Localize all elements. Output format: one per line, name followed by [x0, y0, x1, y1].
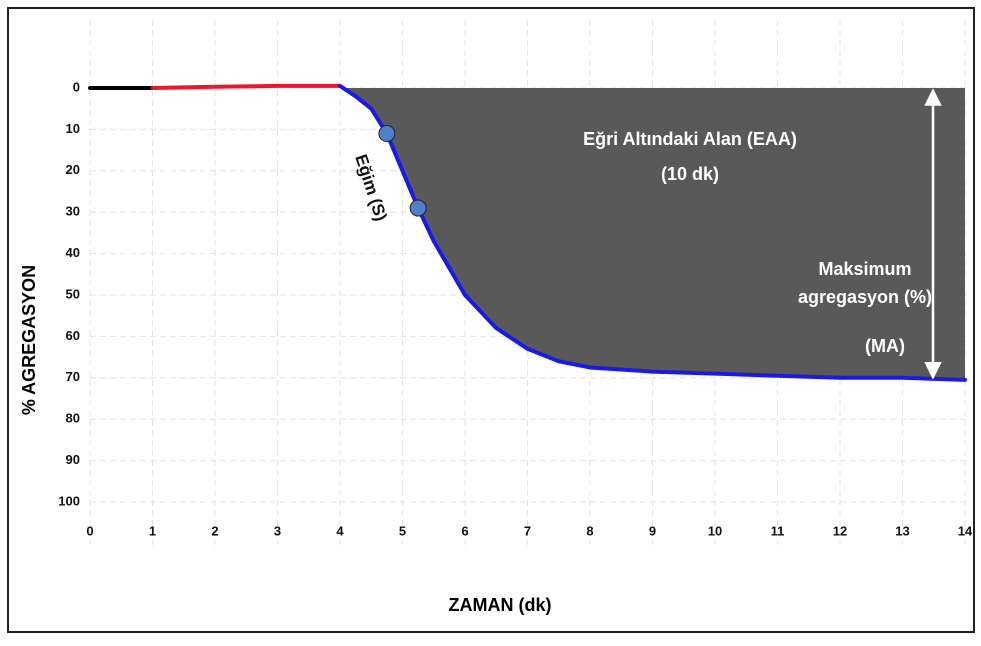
y-tick-label: 100 — [58, 493, 80, 508]
x-axis-label: ZAMAN (dk) — [449, 595, 552, 615]
annotation: (10 dk) — [661, 164, 719, 184]
y-tick-label: 60 — [66, 328, 80, 343]
y-tick-label: 10 — [66, 121, 80, 136]
x-tick-label: 14 — [958, 523, 973, 538]
y-tick-label: 40 — [66, 245, 80, 260]
annotation: (MA) — [865, 336, 905, 356]
x-tick-label: 0 — [86, 523, 93, 538]
annotation: Eğri Altındaki Alan (EAA) — [583, 129, 797, 149]
y-axis-label: % AGREGASYON — [19, 265, 39, 415]
y-tick-label: 0 — [73, 79, 80, 94]
x-tick-label: 2 — [211, 523, 218, 538]
x-tick-label: 5 — [399, 523, 406, 538]
point — [378, 125, 396, 143]
y-tick-label: 70 — [66, 369, 80, 384]
annotation: Maksimum — [818, 259, 911, 279]
x-tick-label: 6 — [461, 523, 468, 538]
x-tick-label: 8 — [586, 523, 593, 538]
area — [340, 85, 965, 380]
x-tick-label: 12 — [833, 523, 847, 538]
point — [409, 199, 427, 217]
y-tick-label: 20 — [66, 162, 80, 177]
x-tick-label: 9 — [649, 523, 656, 538]
y-tick-label: 30 — [66, 204, 80, 219]
x-tick-label: 3 — [274, 523, 281, 538]
x-tick-label: 7 — [524, 523, 531, 538]
x-tick-label: 11 — [771, 523, 785, 538]
y-tick-label: 50 — [66, 286, 80, 301]
x-tick-label: 10 — [708, 523, 722, 538]
y-tick-label: 90 — [66, 452, 80, 467]
line — [150, 83, 342, 90]
x-tick-label: 13 — [895, 523, 909, 538]
x-tick-label: 1 — [149, 523, 156, 538]
annotation: agregasyon (%) — [798, 287, 932, 307]
x-tick-label: 4 — [336, 523, 344, 538]
y-tick-label: 80 — [66, 411, 80, 426]
